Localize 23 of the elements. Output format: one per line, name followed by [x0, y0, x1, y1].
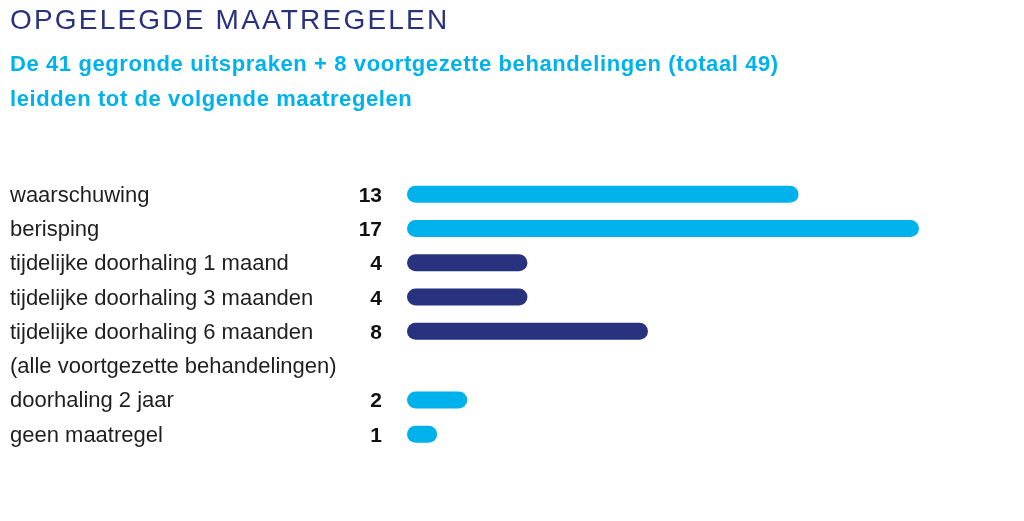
y-tick-label: tijdelijke doorhaling 6 maanden	[10, 318, 314, 344]
bar	[407, 288, 528, 306]
bar	[407, 254, 528, 272]
y-tick-label: berisping	[10, 215, 100, 241]
y-tick-label: tijdelijke doorhaling 3 maanden	[10, 284, 314, 310]
data-label: 4	[370, 285, 383, 309]
data-label: 2	[370, 388, 382, 412]
data-label: 17	[358, 216, 382, 240]
y-tick-label: doorhaling 2 jaar	[10, 387, 174, 413]
bar	[407, 185, 799, 203]
data-label: 8	[370, 319, 383, 343]
chart-title: OPGELEGDE MAATREGELEN	[10, 4, 450, 36]
y-tick-label: tijdelijke doorhaling 1 maand	[10, 250, 289, 276]
y-tick-label: (alle voortgezette behandelingen)	[10, 353, 337, 379]
bar	[407, 219, 919, 237]
data-label: 1	[370, 422, 383, 446]
data-label: 4	[370, 251, 383, 275]
data-label: 13	[358, 182, 382, 206]
bar	[407, 391, 468, 409]
y-tick-label: geen maatregel	[10, 421, 163, 447]
y-tick-label: waarschuwing	[9, 181, 150, 207]
bar	[407, 322, 648, 340]
chart-subtitle: De 41 gegronde uitspraken + 8 voortgezette behandelingen (totaal 49) leidden tot de volgende maatregelen	[10, 50, 780, 113]
